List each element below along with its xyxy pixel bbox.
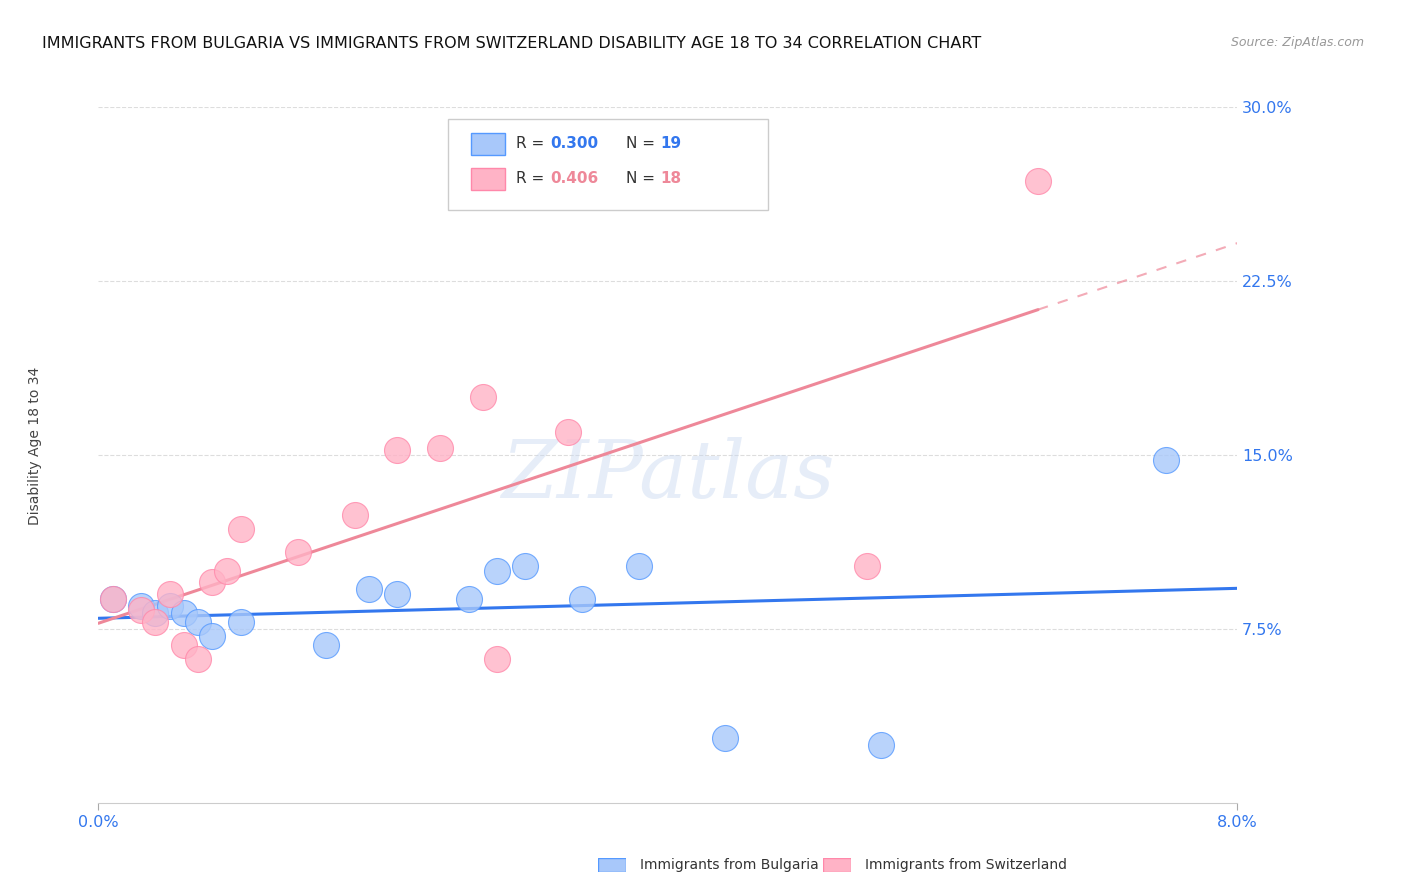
Point (159, 599, 181, 613)
Point (101, 591, 124, 606)
Text: 0.300: 0.300 (551, 136, 599, 152)
Point (1154, 452, 1177, 467)
Point (571, 591, 593, 606)
FancyBboxPatch shape (471, 133, 505, 155)
Point (628, 559, 651, 574)
Point (173, 606, 195, 620)
Point (870, 738, 893, 752)
FancyBboxPatch shape (449, 119, 768, 210)
Text: IMMIGRANTS FROM BULGARIA VS IMMIGRANTS FROM SWITZERLAND DISABILITY AGE 18 TO 34 : IMMIGRANTS FROM BULGARIA VS IMMIGRANTS F… (42, 36, 981, 51)
Point (315, 638, 337, 652)
Point (173, 638, 195, 652)
Point (429, 441, 451, 455)
Point (387, 587, 409, 601)
Text: 19: 19 (659, 136, 681, 152)
Point (457, 591, 479, 606)
Point (229, 522, 252, 536)
Point (557, 425, 579, 439)
Point (187, 652, 209, 666)
Point (471, 390, 494, 404)
Point (129, 599, 152, 613)
Point (515, 559, 537, 574)
Point (129, 603, 152, 617)
Text: Immigrants from Bulgaria: Immigrants from Bulgaria (640, 858, 818, 872)
Text: ZIPatlas: ZIPatlas (501, 437, 835, 515)
Point (856, 559, 879, 574)
Point (343, 508, 366, 523)
Point (287, 545, 309, 559)
Point (714, 731, 737, 745)
Point (229, 615, 252, 629)
Text: Source: ZipAtlas.com: Source: ZipAtlas.com (1230, 36, 1364, 49)
Point (201, 575, 224, 590)
Point (387, 443, 409, 458)
Point (145, 606, 167, 620)
Point (486, 652, 509, 666)
Point (201, 629, 224, 643)
Text: Immigrants from Switzerland: Immigrants from Switzerland (865, 858, 1067, 872)
Text: R =: R = (516, 171, 550, 186)
Point (486, 564, 509, 578)
Text: R =: R = (516, 136, 550, 152)
Text: Disability Age 18 to 34: Disability Age 18 to 34 (28, 367, 42, 525)
Text: 0.406: 0.406 (551, 171, 599, 186)
FancyBboxPatch shape (471, 168, 505, 190)
Text: N =: N = (626, 171, 659, 186)
Point (215, 564, 238, 578)
Point (357, 582, 380, 597)
Point (101, 591, 124, 606)
Text: 18: 18 (659, 171, 681, 186)
Text: N =: N = (626, 136, 659, 152)
Point (145, 615, 167, 629)
Point (159, 587, 181, 601)
Point (187, 615, 209, 629)
Point (1026, 174, 1049, 188)
